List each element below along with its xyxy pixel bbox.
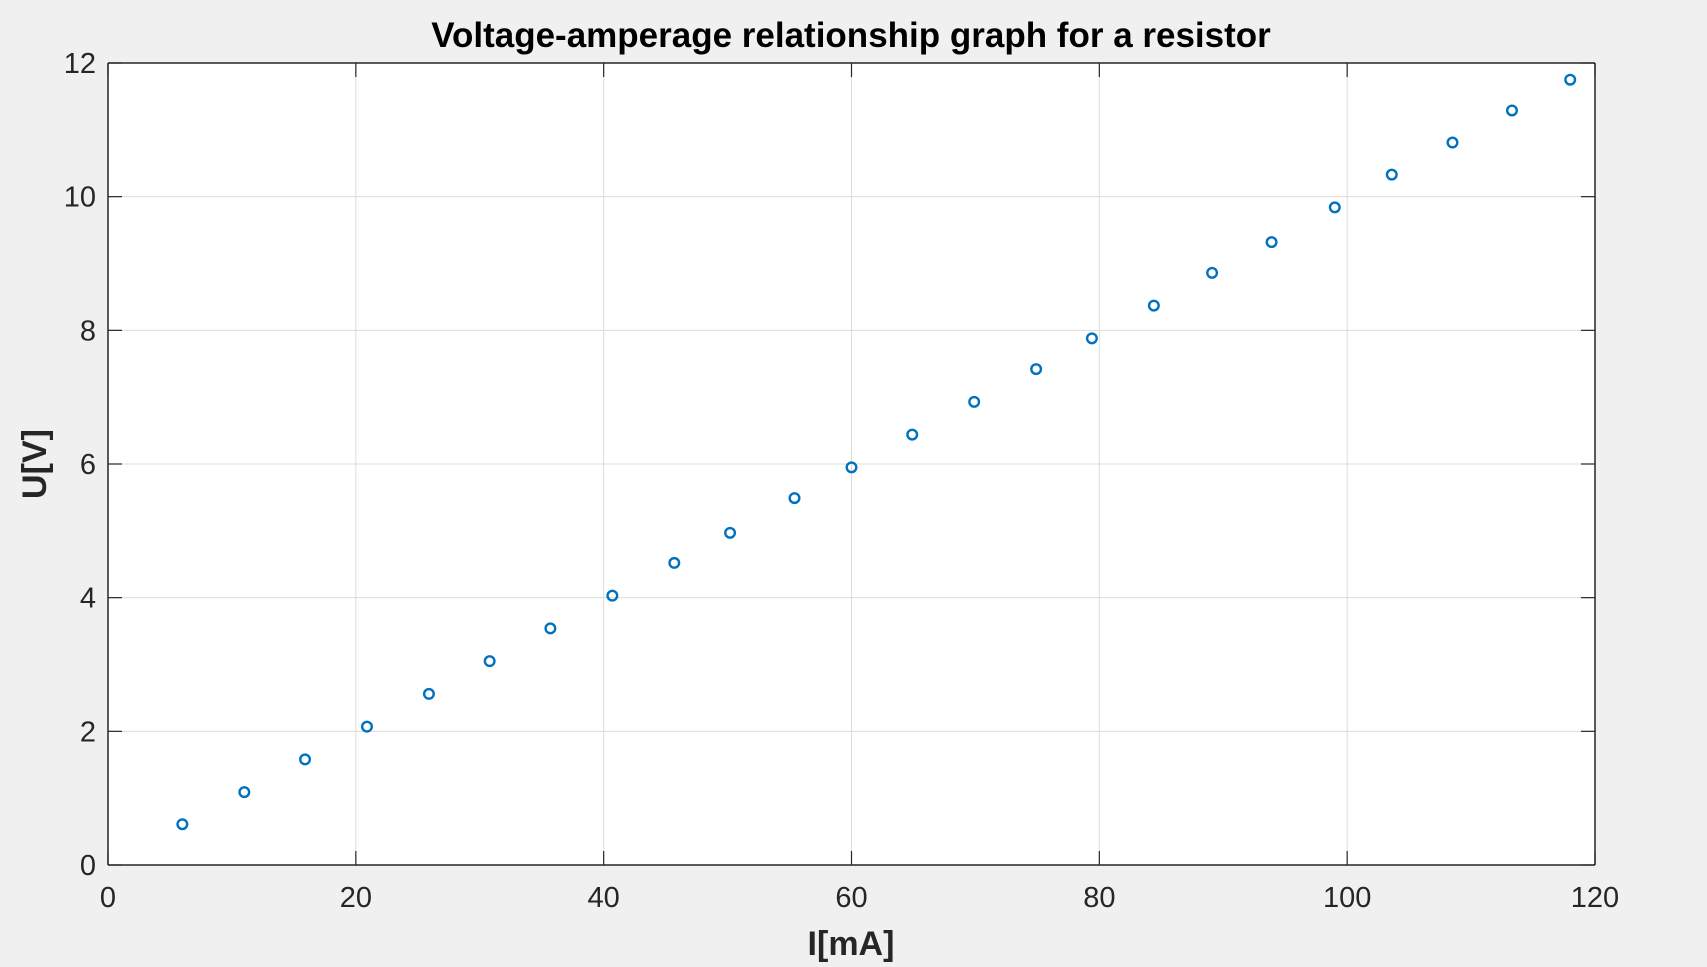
data-point [1385, 168, 1398, 181]
data-point [724, 526, 737, 539]
y-tick-label: 2 [80, 716, 96, 748]
x-tick-label: 60 [835, 882, 867, 914]
data-point [668, 556, 681, 569]
y-tick-label: 6 [80, 449, 96, 481]
data-point [360, 720, 373, 733]
data-point [1030, 363, 1043, 376]
data-point [1328, 201, 1341, 214]
data-points [176, 73, 1577, 831]
data-point [845, 461, 858, 474]
x-tick-label: 40 [588, 882, 620, 914]
x-tick-label: 0 [100, 882, 116, 914]
data-point [906, 428, 919, 441]
data-point [1564, 73, 1577, 86]
y-tick-label: 0 [80, 850, 96, 882]
data-point [238, 786, 251, 799]
data-point [1206, 266, 1219, 279]
y-tick-label: 4 [80, 583, 96, 615]
x-tick-labels: 0 20 40 60 80 100 120 [100, 882, 1619, 914]
data-point [788, 492, 801, 505]
x-tick-label: 20 [340, 882, 372, 914]
tick-marks [107, 62, 1596, 866]
chart-title: Voltage-amperage relationship graph for … [431, 16, 1271, 55]
data-point [299, 753, 312, 766]
data-point [544, 622, 557, 635]
data-point [1265, 236, 1278, 249]
x-tick-label: 120 [1571, 882, 1619, 914]
data-point [1446, 136, 1459, 149]
x-tick-label: 100 [1323, 882, 1371, 914]
data-point [968, 395, 981, 408]
data-point [176, 818, 189, 831]
y-axis-title: U[V] [16, 429, 54, 499]
data-point [483, 655, 496, 668]
x-tick-label: 80 [1083, 882, 1115, 914]
y-tick-label: 10 [64, 182, 96, 214]
data-point [1085, 332, 1098, 345]
y-tick-labels: 0 2 4 6 8 10 12 [64, 48, 96, 882]
y-tick-label: 12 [64, 48, 96, 80]
data-point [1505, 104, 1518, 117]
y-tick-label: 8 [80, 315, 96, 347]
data-point [422, 687, 435, 700]
data-point [1147, 299, 1160, 312]
data-point [606, 589, 619, 602]
x-axis-title: I[mA] [808, 925, 895, 963]
